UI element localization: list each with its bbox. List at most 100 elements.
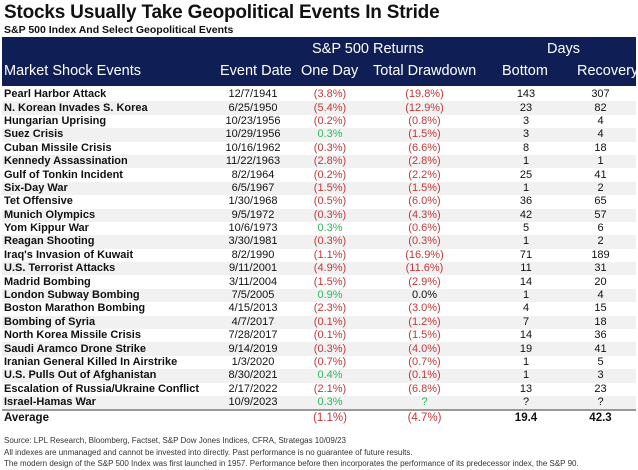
event-name: U.S. Terrorist Attacks — [2, 262, 208, 276]
table-row: U.S. Terrorist Attacks 9/11/2001 (4.9%) (11… — [2, 262, 636, 276]
event-date: 1/30/1968 — [228, 195, 278, 208]
days-to-bottom: 7 — [487, 315, 565, 330]
days-to-bottom: 4 — [522, 302, 530, 315]
one-day-return: (0.7%) — [313, 356, 347, 368]
days-to-recovery: 2 — [565, 235, 636, 249]
total-drawdown: (2.2%) — [408, 168, 441, 181]
page-subtitle: S&P 500 Index And Select Geopolitical Ev… — [4, 24, 234, 36]
event-date: 10/9/2023 — [208, 395, 298, 411]
event-name: London Subway Bombing — [2, 288, 208, 303]
event-name: Reagan Shooting — [2, 235, 208, 249]
header-group-returns: S&P 500 Returns — [312, 41, 424, 57]
days-to-recovery: 36 — [594, 329, 607, 342]
one-day-return: (0.2%) — [313, 114, 347, 127]
average-bottom: 19.4 — [487, 409, 565, 427]
total-drawdown: ? — [362, 395, 487, 411]
event-date: 8/2/1964 — [231, 168, 275, 181]
event-name: Iraq's Invasion of Kuwait — [4, 248, 134, 261]
total-drawdown: (1.5%) — [362, 128, 487, 142]
event-date: 9/5/1972 — [208, 208, 298, 222]
days-to-bottom: 1 — [487, 235, 565, 249]
days-to-recovery: 189 — [591, 248, 610, 261]
one-day-return: 0.3% — [298, 395, 362, 411]
total-drawdown: (19.8%) — [405, 88, 444, 101]
one-day-return: 0.3% — [317, 222, 343, 235]
event-name: U.S. Pulls Out of Afghanistan — [2, 369, 208, 383]
one-day-return: (1.5%) — [298, 181, 362, 196]
days-to-recovery: 4 — [597, 114, 604, 127]
days-to-recovery: 4 — [565, 288, 636, 303]
event-name: Pearl Harbor Attack — [4, 88, 107, 101]
days-to-recovery: 82 — [565, 101, 636, 115]
days-to-bottom: 1 — [487, 288, 565, 303]
table-header: S&P 500 Returns Days Market Shock Events… — [2, 37, 638, 86]
days-to-bottom: 36 — [519, 195, 533, 208]
total-drawdown: (4.0%) — [362, 342, 487, 356]
page-title: Stocks Usually Take Geopolitical Events … — [4, 2, 440, 23]
total-drawdown: (1.5%) — [362, 181, 487, 196]
days-to-bottom: 8 — [522, 141, 530, 154]
table-row: Munich Olympics 9/5/1972 (0.3%) (4.3%) 42 57 — [2, 208, 636, 222]
event-date: 10/29/1956 — [208, 128, 298, 142]
total-drawdown: (0.3%) — [362, 235, 487, 249]
header-event: Market Shock Events — [4, 63, 141, 79]
total-drawdown: 0.0% — [362, 288, 487, 303]
event-date: 8/30/2021 — [208, 369, 298, 383]
event-date: 9/11/2001 — [208, 262, 298, 276]
days-to-recovery: 4 — [565, 128, 636, 142]
days-to-recovery: 18 — [565, 315, 636, 330]
one-day-return: (3.8%) — [313, 88, 347, 101]
event-name: Cuban Missile Crisis — [4, 141, 112, 154]
event-name: Yom Kippur War — [4, 222, 89, 235]
header-bottom: Bottom — [502, 63, 548, 79]
table-row: Gulf of Tonkin Incident 8/2/1964 (0.2%) (2.… — [2, 168, 636, 181]
days-to-bottom: 25 — [519, 168, 533, 181]
event-date: 4/7/2017 — [208, 315, 298, 330]
total-drawdown: (0.8%) — [408, 114, 441, 127]
average-one-day: (1.1%) — [298, 409, 362, 427]
event-date: 6/25/1950 — [208, 101, 298, 115]
one-day-return: (2.3%) — [313, 302, 347, 315]
days-to-bottom: 23 — [487, 101, 565, 115]
event-date: 6/5/1967 — [208, 181, 298, 196]
header-date: Event Date — [220, 63, 292, 79]
one-day-return: (0.1%) — [313, 329, 347, 342]
footnote-source: Source: LPL Research, Bloomberg, Factset… — [4, 436, 346, 445]
event-name: Iranian General Killed In Airstrike — [4, 356, 178, 368]
event-date: 8/2/1990 — [231, 248, 275, 261]
days-to-bottom: 13 — [519, 382, 533, 395]
event-date: 10/6/1973 — [228, 222, 278, 235]
days-to-bottom: 11 — [487, 262, 565, 276]
event-date: 3/11/2004 — [228, 275, 278, 288]
one-day-return: (5.4%) — [298, 101, 362, 115]
total-drawdown: (11.6%) — [362, 262, 487, 276]
one-day-return: (2.1%) — [313, 382, 347, 395]
event-name: Suez Crisis — [2, 128, 208, 142]
event-date: 10/23/1956 — [225, 114, 281, 127]
table-row: Suez Crisis 10/29/1956 0.3% (1.5%) 3 4 — [2, 128, 636, 142]
days-to-recovery: 65 — [594, 195, 607, 208]
header-group-days: Days — [547, 41, 581, 57]
table-row: Hungarian Uprising 10/23/1956 (0.2%) (0.8%)… — [2, 115, 636, 128]
one-day-return: (1.5%) — [313, 275, 347, 288]
header-one-day: One Day — [301, 63, 359, 79]
table-row: U.S. Pulls Out of Afghanistan 8/30/2021 0.… — [2, 369, 636, 383]
table-row: Iranian General Killed In Airstrike 1/3/2… — [2, 356, 636, 369]
days-to-recovery: 3 — [565, 369, 636, 383]
event-name: Saudi Aramco Drone Strike — [2, 342, 208, 356]
event-name: Escalation of Russia/Ukraine Conflict — [4, 382, 199, 395]
days-to-recovery: 5 — [597, 356, 604, 368]
total-drawdown: (16.9%) — [405, 248, 444, 261]
days-to-recovery: 18 — [594, 141, 607, 154]
table-row: North Korea Missile Crisis 7/28/2017 (0.1%… — [2, 329, 636, 342]
event-name: Bombing of Syria — [2, 315, 208, 330]
one-day-return: 0.3% — [298, 128, 362, 142]
total-drawdown: (6.6%) — [408, 141, 441, 154]
days-to-recovery: 41 — [594, 168, 607, 181]
footnote-disclaimer: All indexes are unmanaged and cannot be … — [4, 448, 413, 457]
event-date: 9/14/2019 — [208, 342, 298, 356]
event-date: 7/5/2005 — [208, 288, 298, 303]
table-row: Escalation of Russia/Ukraine Conflict 2/1… — [2, 383, 636, 396]
table-row: Madrid Bombing 3/11/2004 (1.5%) (2.9%) 14 20 — [2, 275, 636, 288]
days-to-recovery: 6 — [597, 222, 604, 235]
